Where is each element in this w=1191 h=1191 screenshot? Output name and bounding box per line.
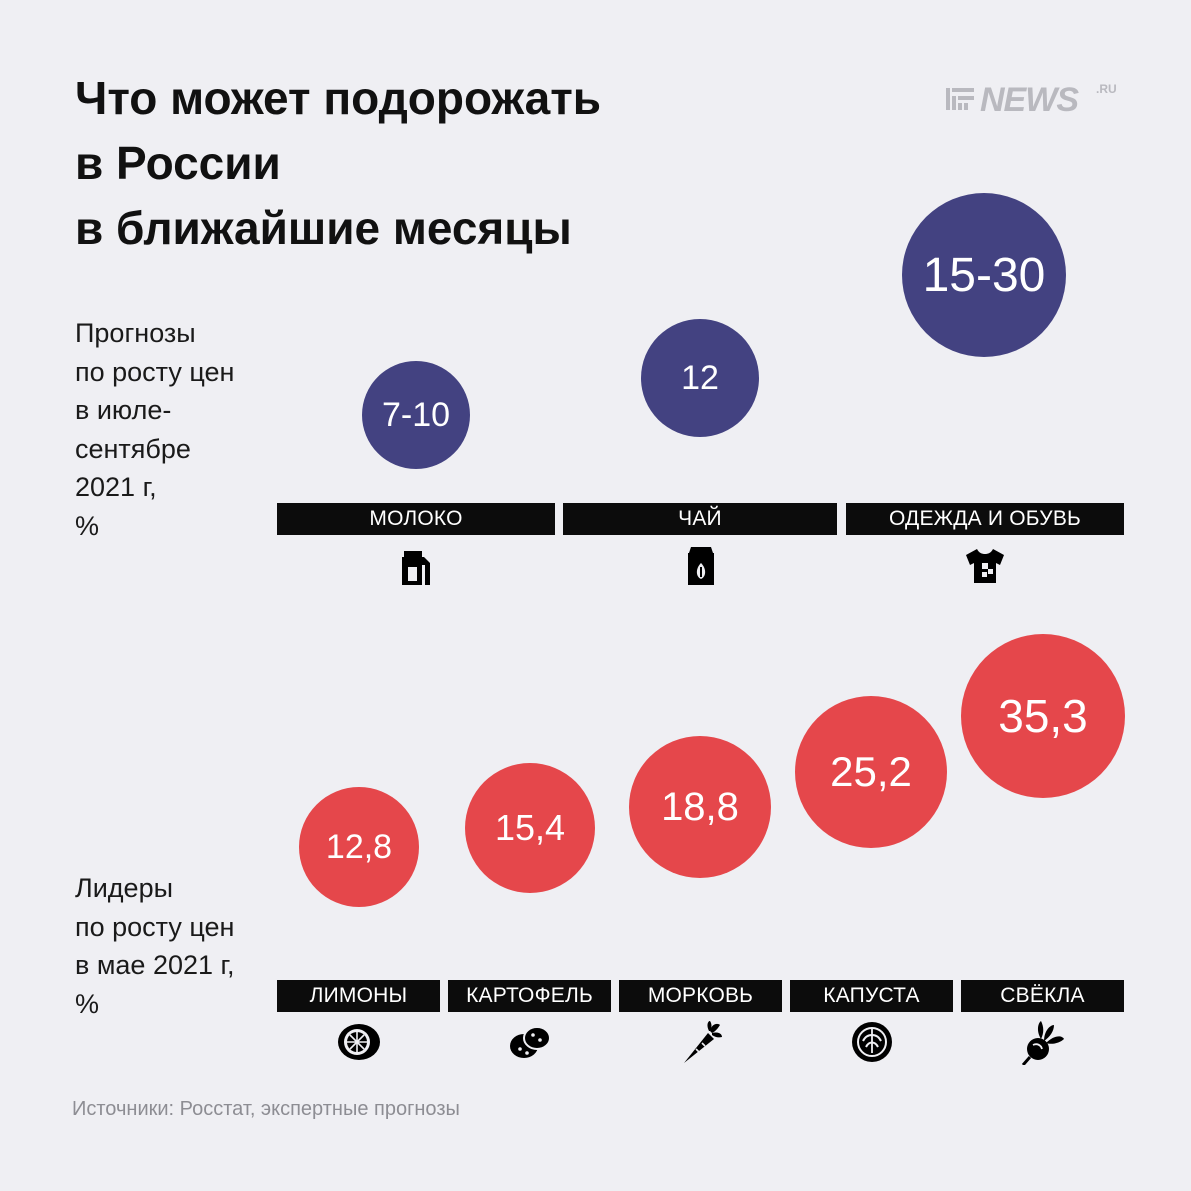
forecast-label-line: по росту цен (75, 356, 235, 387)
forecast-label: Прогнозы по росту цен в июле- сентябре 2… (75, 314, 234, 545)
leaders-label-line: по росту цен (75, 911, 235, 942)
category-label: ЛИМОНЫ (309, 984, 408, 1007)
category-bar: МОЛОКО (277, 503, 555, 535)
leader-bubble: 35,3 (961, 634, 1125, 798)
leaders-label: Лидеры по росту цен в мае 2021 г, % (75, 869, 235, 1023)
beet-icon (1020, 1019, 1066, 1065)
carrot-icon (678, 1019, 724, 1065)
tea-pack-icon (678, 543, 724, 589)
category-label: ЧАЙ (678, 507, 722, 530)
title-line-3: в ближайшие месяцы (75, 202, 572, 254)
category-label: СВЁКЛА (1000, 984, 1085, 1007)
forecast-bubble: 7-10 (362, 361, 470, 469)
category-bar: СВЁКЛА (961, 980, 1124, 1012)
forecast-value: 7-10 (381, 395, 451, 434)
leader-bubble: 15,4 (465, 763, 595, 893)
leader-value: 15,4 (494, 807, 566, 848)
news-logo-mark-icon (946, 88, 974, 110)
category-bar: КАПУСТА (790, 980, 953, 1012)
source-note: Источники: Росстат, экспертные прогнозы (72, 1098, 460, 1120)
category-label: МОЛОКО (369, 507, 463, 530)
title-line-1: Что может подорожать (75, 72, 602, 124)
forecast-label-line: в июле- (75, 395, 172, 425)
leaders-label-line: в мае 2021 г, (75, 950, 235, 980)
title-line-2: в России (75, 137, 281, 189)
category-label: КАПУСТА (823, 984, 920, 1007)
category-bar: КАРТОФЕЛЬ (448, 980, 611, 1012)
leader-value: 12,8 (325, 827, 393, 866)
news-logo: NEWS .RU (946, 80, 1126, 119)
forecast-label-line: % (75, 510, 100, 541)
forecast-value: 15-30 (922, 248, 1046, 302)
milk-carton-icon (394, 543, 440, 589)
t-shirt-icon (962, 543, 1008, 589)
forecast-label-line: 2021 г, (75, 472, 157, 502)
leader-value: 25,2 (830, 748, 912, 795)
category-bar: ЛИМОНЫ (277, 980, 440, 1012)
forecast-label-line: сентябре (75, 433, 191, 464)
forecast-bubble: 12 (641, 319, 759, 437)
category-label: ОДЕЖДА И ОБУВЬ (888, 507, 1082, 530)
news-logo-suffix: .RU (1096, 82, 1117, 96)
forecast-value: 12 (681, 358, 719, 397)
leader-bubble: 18,8 (629, 736, 771, 878)
leader-value: 35,3 (998, 690, 1088, 742)
category-bar: МОРКОВЬ (619, 980, 782, 1012)
lemon-icon (336, 1019, 382, 1065)
leader-value: 18,8 (661, 784, 739, 829)
leaders-label-line: Лидеры (75, 873, 173, 903)
leader-bubble: 12,8 (299, 787, 419, 907)
category-label: МОРКОВЬ (647, 984, 754, 1007)
potato-icon (507, 1019, 553, 1065)
forecast-bubble: 15-30 (902, 193, 1066, 357)
cabbage-icon (849, 1019, 895, 1065)
category-bar: ЧАЙ (563, 503, 837, 535)
forecast-label-line: Прогнозы (75, 318, 196, 348)
category-bar: ОДЕЖДА И ОБУВЬ (846, 503, 1124, 535)
leaders-label-line: % (75, 988, 100, 1019)
category-label: КАРТОФЕЛЬ (466, 984, 593, 1007)
leader-bubble: 25,2 (795, 696, 947, 848)
news-logo-text: NEWS (980, 81, 1079, 119)
chart-title: Что может подорожать в России в ближайши… (75, 66, 835, 261)
